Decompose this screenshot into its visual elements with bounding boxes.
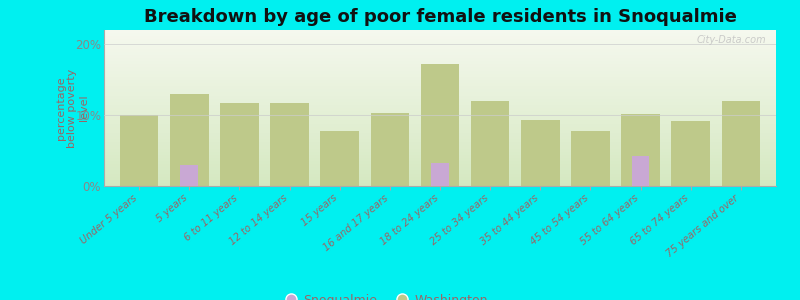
Bar: [104, 146, 776, 148]
Bar: [104, 114, 776, 117]
Bar: [104, 133, 776, 136]
Bar: [104, 30, 776, 33]
Bar: [571, 131, 610, 186]
Bar: [521, 120, 560, 186]
Bar: [104, 36, 776, 39]
Bar: [722, 101, 760, 186]
Bar: [104, 164, 776, 167]
Bar: [104, 158, 776, 161]
Y-axis label: percentage
below poverty
level: percentage below poverty level: [56, 68, 89, 148]
Bar: [104, 105, 776, 108]
Bar: [104, 33, 776, 36]
Bar: [104, 124, 776, 127]
Bar: [104, 173, 776, 177]
Bar: [632, 156, 650, 186]
Bar: [421, 64, 459, 186]
Bar: [104, 127, 776, 130]
Title: Breakdown by age of poor female residents in Snoqualmie: Breakdown by age of poor female resident…: [143, 8, 737, 26]
Bar: [104, 152, 776, 155]
Bar: [104, 161, 776, 164]
Text: City-Data.com: City-Data.com: [696, 35, 766, 45]
Bar: [104, 52, 776, 55]
Bar: [104, 70, 776, 74]
Bar: [181, 165, 198, 186]
Bar: [104, 180, 776, 183]
Bar: [104, 46, 776, 49]
Bar: [104, 89, 776, 92]
Bar: [104, 99, 776, 102]
Bar: [104, 55, 776, 58]
Bar: [104, 136, 776, 139]
Bar: [220, 103, 258, 186]
Bar: [370, 113, 409, 186]
Bar: [104, 183, 776, 186]
Bar: [104, 68, 776, 70]
Bar: [471, 101, 510, 186]
Bar: [320, 131, 359, 186]
Bar: [104, 39, 776, 43]
Bar: [104, 77, 776, 80]
Legend: Snoqualmie, Washington: Snoqualmie, Washington: [279, 289, 493, 300]
Bar: [104, 102, 776, 105]
Bar: [104, 58, 776, 61]
Bar: [104, 83, 776, 86]
Bar: [104, 167, 776, 170]
Bar: [104, 74, 776, 77]
Bar: [170, 94, 209, 186]
Bar: [104, 148, 776, 152]
Bar: [104, 121, 776, 124]
Bar: [104, 49, 776, 52]
Bar: [270, 103, 309, 186]
Bar: [104, 108, 776, 111]
Bar: [431, 163, 449, 186]
Bar: [104, 64, 776, 68]
Bar: [104, 142, 776, 146]
Bar: [104, 130, 776, 133]
Bar: [104, 155, 776, 158]
Bar: [671, 121, 710, 186]
Bar: [104, 111, 776, 114]
Bar: [104, 43, 776, 46]
Bar: [104, 86, 776, 89]
Bar: [104, 170, 776, 173]
Bar: [120, 115, 158, 186]
Bar: [104, 117, 776, 121]
Bar: [104, 95, 776, 99]
Bar: [104, 92, 776, 95]
Bar: [104, 177, 776, 180]
Bar: [104, 139, 776, 142]
Bar: [104, 61, 776, 64]
Bar: [104, 80, 776, 83]
Bar: [622, 114, 660, 186]
